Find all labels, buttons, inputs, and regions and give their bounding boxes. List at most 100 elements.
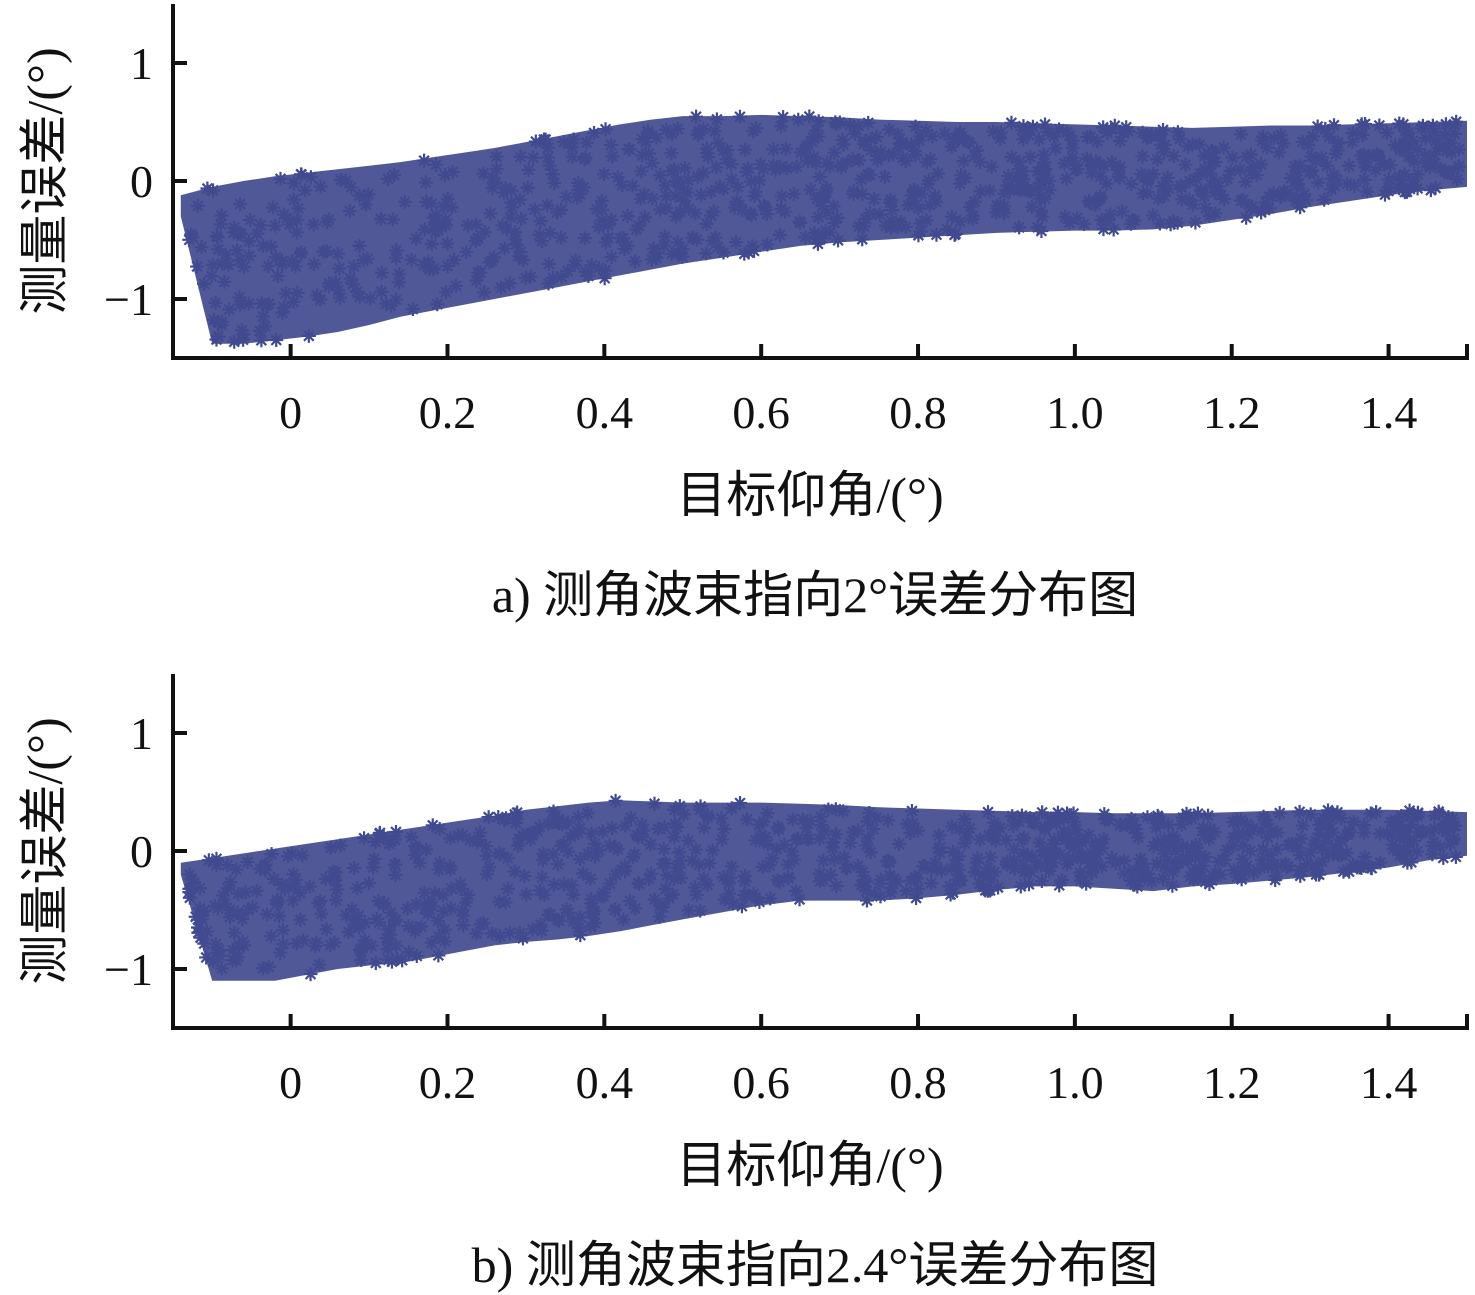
data-point xyxy=(500,881,515,896)
data-point xyxy=(1122,864,1137,879)
data-point xyxy=(724,172,739,187)
data-point xyxy=(352,188,367,203)
data-point xyxy=(1023,150,1038,165)
data-point xyxy=(521,827,536,842)
data-point xyxy=(904,188,919,203)
data-point xyxy=(1358,117,1373,132)
data-point xyxy=(1443,165,1458,180)
data-point xyxy=(217,274,232,289)
data-point xyxy=(227,220,242,235)
data-point xyxy=(856,136,871,151)
data-point xyxy=(638,210,653,225)
data-point xyxy=(1168,844,1183,859)
data-point xyxy=(730,180,745,195)
data-point xyxy=(322,279,337,294)
data-point xyxy=(342,203,357,218)
data-point xyxy=(878,218,893,233)
data-point xyxy=(1166,214,1181,229)
data-point xyxy=(495,218,510,233)
data-point xyxy=(591,220,606,235)
data-point xyxy=(1213,867,1228,882)
data-point xyxy=(428,886,443,901)
x-tick-label: 0.6 xyxy=(732,1057,790,1108)
data-point xyxy=(1369,805,1384,820)
data-point xyxy=(585,905,600,920)
data-point xyxy=(286,176,301,191)
data-point xyxy=(602,838,617,853)
data-point xyxy=(526,150,541,165)
data-point xyxy=(1324,812,1339,827)
data-point xyxy=(748,833,763,848)
data-point xyxy=(983,873,998,888)
data-point xyxy=(496,185,511,200)
data-point xyxy=(884,880,899,895)
data-point xyxy=(589,202,604,217)
data-point xyxy=(924,876,939,891)
data-point xyxy=(424,196,439,211)
data-point xyxy=(1191,849,1206,864)
data-point xyxy=(1100,125,1115,140)
data-point xyxy=(578,264,593,279)
data-point xyxy=(249,883,264,898)
data-point xyxy=(206,183,221,198)
data-point xyxy=(1074,851,1089,866)
data-point xyxy=(944,861,959,876)
data-point xyxy=(288,872,303,887)
x-tick-label: 1.2 xyxy=(1203,387,1261,438)
data-point xyxy=(820,205,835,220)
data-point xyxy=(489,161,504,176)
data-point xyxy=(957,836,972,851)
data-point xyxy=(206,954,221,969)
data-point xyxy=(587,836,602,851)
data-point xyxy=(294,167,309,182)
data-point xyxy=(1373,855,1388,870)
data-point xyxy=(235,912,250,927)
data-point xyxy=(459,895,474,910)
data-point xyxy=(541,276,556,291)
data-point xyxy=(919,123,934,138)
data-point xyxy=(655,900,670,915)
data-point xyxy=(834,157,849,172)
data-point xyxy=(1416,824,1430,839)
data-point xyxy=(1287,159,1302,174)
data-point xyxy=(1131,830,1146,845)
data-point xyxy=(1384,827,1399,842)
data-point xyxy=(1393,830,1408,845)
data-point xyxy=(1236,192,1251,207)
data-point xyxy=(1188,215,1203,230)
data-point xyxy=(204,269,219,284)
data-point xyxy=(430,913,445,928)
data-point xyxy=(980,860,995,875)
data-point xyxy=(1178,157,1193,172)
data-point xyxy=(350,881,365,896)
data-point xyxy=(1397,135,1412,150)
data-point xyxy=(770,873,785,888)
data-point xyxy=(236,260,251,275)
data-point xyxy=(681,833,696,848)
data-point xyxy=(1124,177,1139,192)
data-point xyxy=(716,143,731,158)
data-point xyxy=(1207,825,1222,840)
data-point xyxy=(1209,174,1224,189)
data-point xyxy=(652,909,667,924)
data-point xyxy=(744,208,759,223)
data-point xyxy=(810,191,825,206)
data-point xyxy=(1052,122,1067,137)
data-point xyxy=(353,942,368,957)
data-point xyxy=(552,816,567,831)
data-point xyxy=(1241,826,1256,841)
data-point xyxy=(368,834,383,849)
data-point xyxy=(819,155,834,170)
data-point xyxy=(210,901,225,916)
data-point xyxy=(219,247,234,262)
data-point xyxy=(752,173,767,188)
data-point xyxy=(1065,133,1080,148)
data-point xyxy=(554,202,569,217)
data-point xyxy=(1431,140,1446,155)
data-point xyxy=(199,924,214,939)
data-point xyxy=(1182,174,1197,189)
data-point xyxy=(741,245,756,260)
data-point xyxy=(1284,171,1299,186)
data-point xyxy=(1057,156,1072,171)
data-point xyxy=(260,907,275,922)
